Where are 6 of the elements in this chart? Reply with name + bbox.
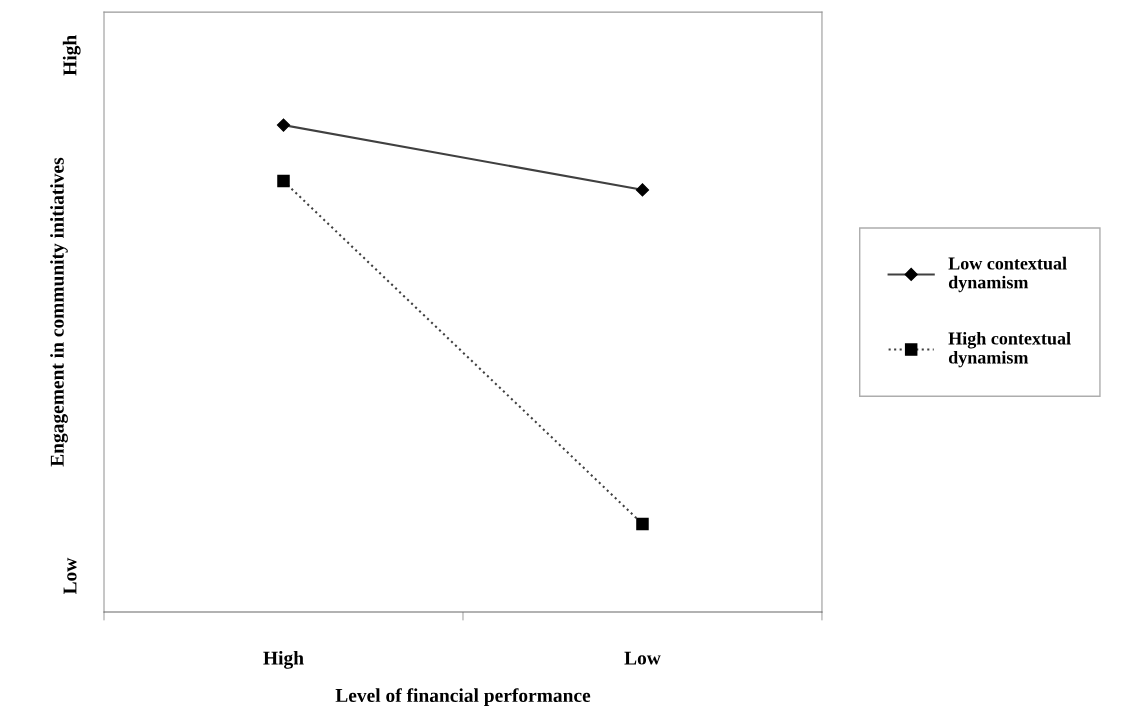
y-axis-title: Engagement in community initiatives [50,157,68,467]
text: High [62,35,81,76]
legend-label: High contextual dynamism [948,331,1071,368]
text: Low [63,557,77,595]
x-axis-title: Level of financial performance [335,688,591,706]
legend-label: Low contextual dynamism [948,256,1067,293]
